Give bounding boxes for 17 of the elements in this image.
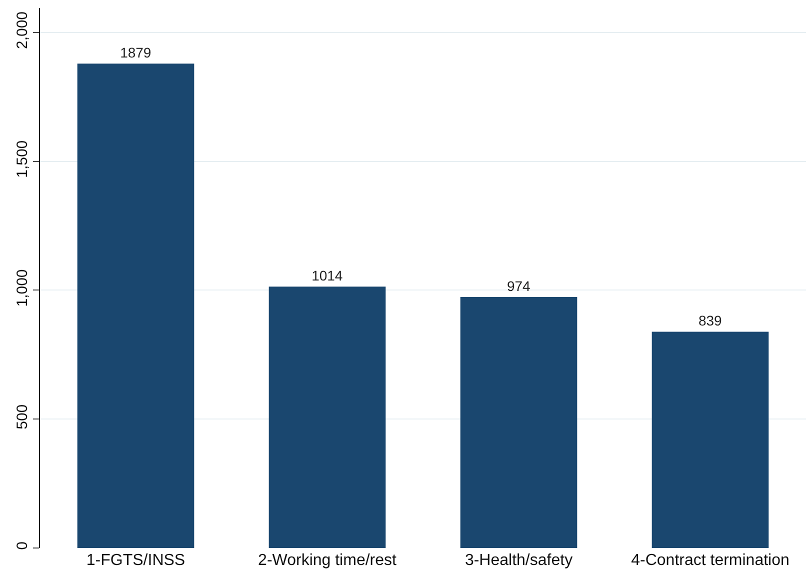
- data-label: 1014: [312, 268, 343, 284]
- x-tick-label: 3-Health/safety: [464, 552, 573, 569]
- y-tick-label: 1,500: [14, 140, 31, 178]
- y-tick-label: 0: [14, 542, 31, 550]
- x-tick-label: 4-Contract termination: [631, 552, 790, 569]
- y-tick-label: 1,000: [14, 269, 31, 307]
- data-label: 974: [506, 278, 531, 294]
- bar: [460, 296, 578, 548]
- y-tick-label: 2,000: [14, 11, 31, 50]
- data-label: 839: [698, 312, 722, 329]
- bar: [652, 332, 769, 548]
- data-label: 1879: [120, 44, 152, 61]
- bar: [268, 286, 386, 548]
- bar: [77, 64, 194, 548]
- x-tick-label: 2-Working time/rest: [258, 552, 398, 569]
- x-tick-label: 1-FGTS/INSS: [86, 552, 186, 569]
- y-tick-label: 500: [14, 404, 31, 430]
